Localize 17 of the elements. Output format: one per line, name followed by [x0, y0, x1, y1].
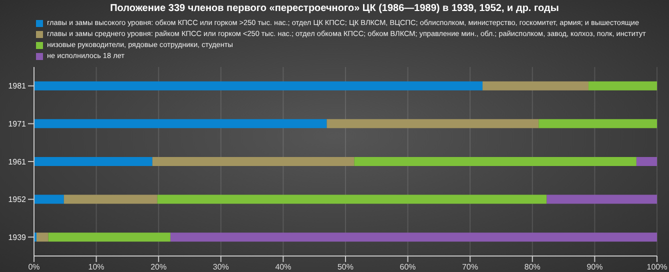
x-tick-label: 0% [28, 262, 40, 272]
y-tick-label: 1971 [8, 120, 27, 129]
x-tick-label: 70% [462, 262, 478, 272]
y-tick-label: 1981 [8, 82, 27, 91]
x-tick-label: 50% [337, 262, 354, 272]
y-tick-label: 1961 [8, 157, 27, 166]
chart-title: Положение 339 членов первого «перестроечного» ЦК (1986—1989) в 1939, 1952, и др. годы [109, 2, 560, 16]
x-tick-label: 10% [88, 262, 104, 272]
x-tick-label: 100% [646, 262, 668, 272]
x-tick-label: 40% [275, 262, 292, 272]
y-tick-label: 1952 [8, 195, 27, 204]
x-tick-label: 80% [524, 262, 540, 272]
x-tick-label: 30% [212, 262, 229, 272]
x-tick-label: 20% [150, 262, 167, 272]
y-tick-label: 1939 [8, 232, 27, 242]
x-tick-label: 90% [586, 262, 603, 272]
x-tick-label: 60% [400, 262, 416, 272]
